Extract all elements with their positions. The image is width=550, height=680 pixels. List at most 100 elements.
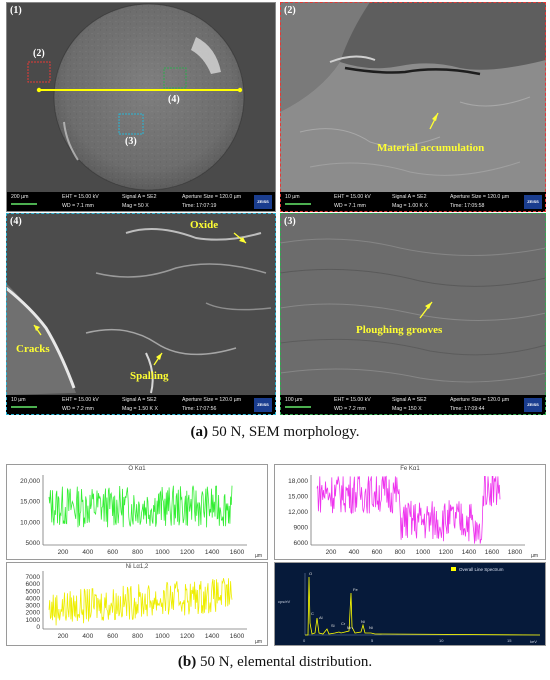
chart-ni-la12: Ni Lα1,2 7000 6000 5000 4000 3000 2000 1000 0 20… <box>6 562 268 646</box>
svg-text:Si: Si <box>331 623 335 628</box>
chart-fe-svg: 18,000 15,000 12,000 9000 6000 200 400 600 800 10… <box>288 475 538 559</box>
caption-b: (b) 50 N, elemental distribution. <box>177 654 373 670</box>
sem-micrograph-3 <box>280 213 546 395</box>
y-tick-label: 18,000 <box>288 478 308 485</box>
chart-o-unit: µm <box>255 553 262 559</box>
y-tick-label: 1000 <box>26 617 41 624</box>
caption-a: (a) 50 N, SEM morphology. <box>190 424 360 440</box>
x-tick-label: 1400 <box>205 633 220 640</box>
x-tick-label: 800 <box>132 549 143 556</box>
eds-y-label: cps/eV <box>278 599 291 604</box>
inset-box-2 <box>27 61 51 83</box>
y-tick-label: 2000 <box>26 610 41 617</box>
sem-image-material-accumulation: (2) Material accumulation 10 µm EHT = 15… <box>280 2 546 212</box>
sem-image-ploughing: (3) Ploughing grooves 100 µm EHT = 15.00… <box>280 213 546 415</box>
label-oxide: Oxide <box>190 219 219 231</box>
y-tick-label: 12,000 <box>288 509 308 516</box>
chart-ni-trace <box>48 578 233 626</box>
x-tick-label: 1400 <box>462 549 477 556</box>
eds-x-label: keV <box>530 639 537 644</box>
x-tick-label: 1800 <box>508 549 523 556</box>
x-tick-label: 1200 <box>180 633 195 640</box>
x-tick-label: 1400 <box>205 549 220 556</box>
chart-o-svg: 20,000 15,000 10,000 5000 200 400 600 800 1000 12… <box>20 475 262 559</box>
svg-text:Al: Al <box>319 615 323 620</box>
svg-text:Cr: Cr <box>341 621 346 626</box>
svg-text:Fe: Fe <box>353 587 358 592</box>
sem-info-bar: 200 µm EHT = 15.00 kV WD = 7.1 mm Signal… <box>6 192 276 212</box>
zeiss-logo: ZEISS <box>254 398 272 412</box>
sem-micrograph-4 <box>6 213 276 395</box>
chart-title-ni: Ni Lα1,2 <box>125 564 149 570</box>
inset-box-3-blue <box>118 113 144 135</box>
y-tick-label: 6000 <box>26 581 41 588</box>
svg-text:Ni: Ni <box>361 619 365 624</box>
y-tick-label: 9000 <box>294 525 309 532</box>
svg-text:O: O <box>309 571 312 576</box>
sem-image-oxide-cracks: (4) Oxide Cracks Spalling 10 µm EHT = 15… <box>6 213 276 415</box>
x-tick-label: 600 <box>107 549 118 556</box>
x-tick-label: 600 <box>107 633 118 640</box>
x-tick-label: 1000 <box>416 549 431 556</box>
eds-legend: Overall Line Spectrum <box>459 567 504 572</box>
chart-fe-trace <box>316 475 501 544</box>
x-tick-label: 800 <box>395 549 406 556</box>
chart-fe-ka1: Fe Kα1 18,000 15,000 12,000 9000 6000 200 400 6… <box>274 464 546 560</box>
inset-label-4: (4) <box>168 94 180 105</box>
y-tick-label: 0 <box>36 624 40 631</box>
zeiss-logo: ZEISS <box>254 195 272 209</box>
x-tick-label: 400 <box>349 549 360 556</box>
svg-text:Ni: Ni <box>369 625 373 630</box>
zeiss-logo: ZEISS <box>524 195 542 209</box>
panel-label-1: (1) <box>10 5 22 16</box>
chart-o-trace <box>48 485 233 528</box>
y-tick-label: 6000 <box>294 540 309 547</box>
sem-image-overview: (1) (2) (4) (3) 200 µm EHT = 15.00 kV WD… <box>6 2 276 212</box>
panel-label-2: (2) <box>284 5 296 16</box>
eds-spectrum: Overall Line Spectrum O C Al Si Cr Mn Fe… <box>274 562 546 646</box>
x-tick-label: 1600 <box>230 549 245 556</box>
x-tick-label: 400 <box>82 633 93 640</box>
y-tick-label: 10,000 <box>20 519 40 526</box>
y-tick-label: 4000 <box>26 595 41 602</box>
svg-text:10: 10 <box>439 638 444 643</box>
chart-o-ka1: O Kα1 20,000 15,000 10,000 5000 200 400 600 800… <box>6 464 268 560</box>
x-tick-label: 200 <box>58 549 69 556</box>
y-tick-label: 20,000 <box>20 478 40 485</box>
sem-info-bar: 10 µm EHT = 15.00 kV WD = 7.1 mm Signal … <box>280 192 546 212</box>
x-tick-label: 800 <box>132 633 143 640</box>
label-material-accumulation: Material accumulation <box>377 142 485 154</box>
x-tick-label: 1200 <box>439 549 454 556</box>
svg-text:15: 15 <box>507 638 512 643</box>
x-tick-label: 400 <box>82 549 93 556</box>
sem-overview-micrograph <box>6 2 276 192</box>
svg-text:0: 0 <box>303 638 306 643</box>
inset-label-3: (3) <box>125 136 137 147</box>
eds-spectrum-trace <box>305 576 541 636</box>
chart-title-fe: Fe Kα1 <box>400 466 420 472</box>
label-spalling: Spalling <box>130 370 169 382</box>
x-tick-label: 1200 <box>180 549 195 556</box>
label-ploughing-grooves: Ploughing grooves <box>356 324 443 336</box>
x-tick-label: 1600 <box>230 633 245 640</box>
sem-info-bar: 100 µm EHT = 15.00 kV WD = 7.2 mm Signal… <box>280 395 546 415</box>
inset-label-2: (2) <box>33 48 45 59</box>
panel-label-4: (4) <box>10 216 22 227</box>
inset-box-3-green <box>163 67 187 89</box>
label-cracks: Cracks <box>16 343 50 355</box>
y-tick-label: 5000 <box>26 540 41 547</box>
x-tick-label: 200 <box>326 549 337 556</box>
y-tick-label: 15,000 <box>20 499 40 506</box>
chart-ni-unit: µm <box>255 639 262 645</box>
panel-label-3: (3) <box>284 216 296 227</box>
x-tick-label: 200 <box>58 633 69 640</box>
y-tick-label: 5000 <box>26 588 41 595</box>
eds-spectrum-svg: Overall Line Spectrum O C Al Si Cr Mn Fe… <box>275 563 545 645</box>
y-tick-label: 15,000 <box>288 494 308 501</box>
x-tick-label: 1000 <box>155 633 170 640</box>
svg-text:Mn: Mn <box>347 625 353 630</box>
sem-micrograph-2 <box>280 2 546 192</box>
svg-text:C: C <box>311 611 314 616</box>
x-tick-label: 600 <box>372 549 383 556</box>
